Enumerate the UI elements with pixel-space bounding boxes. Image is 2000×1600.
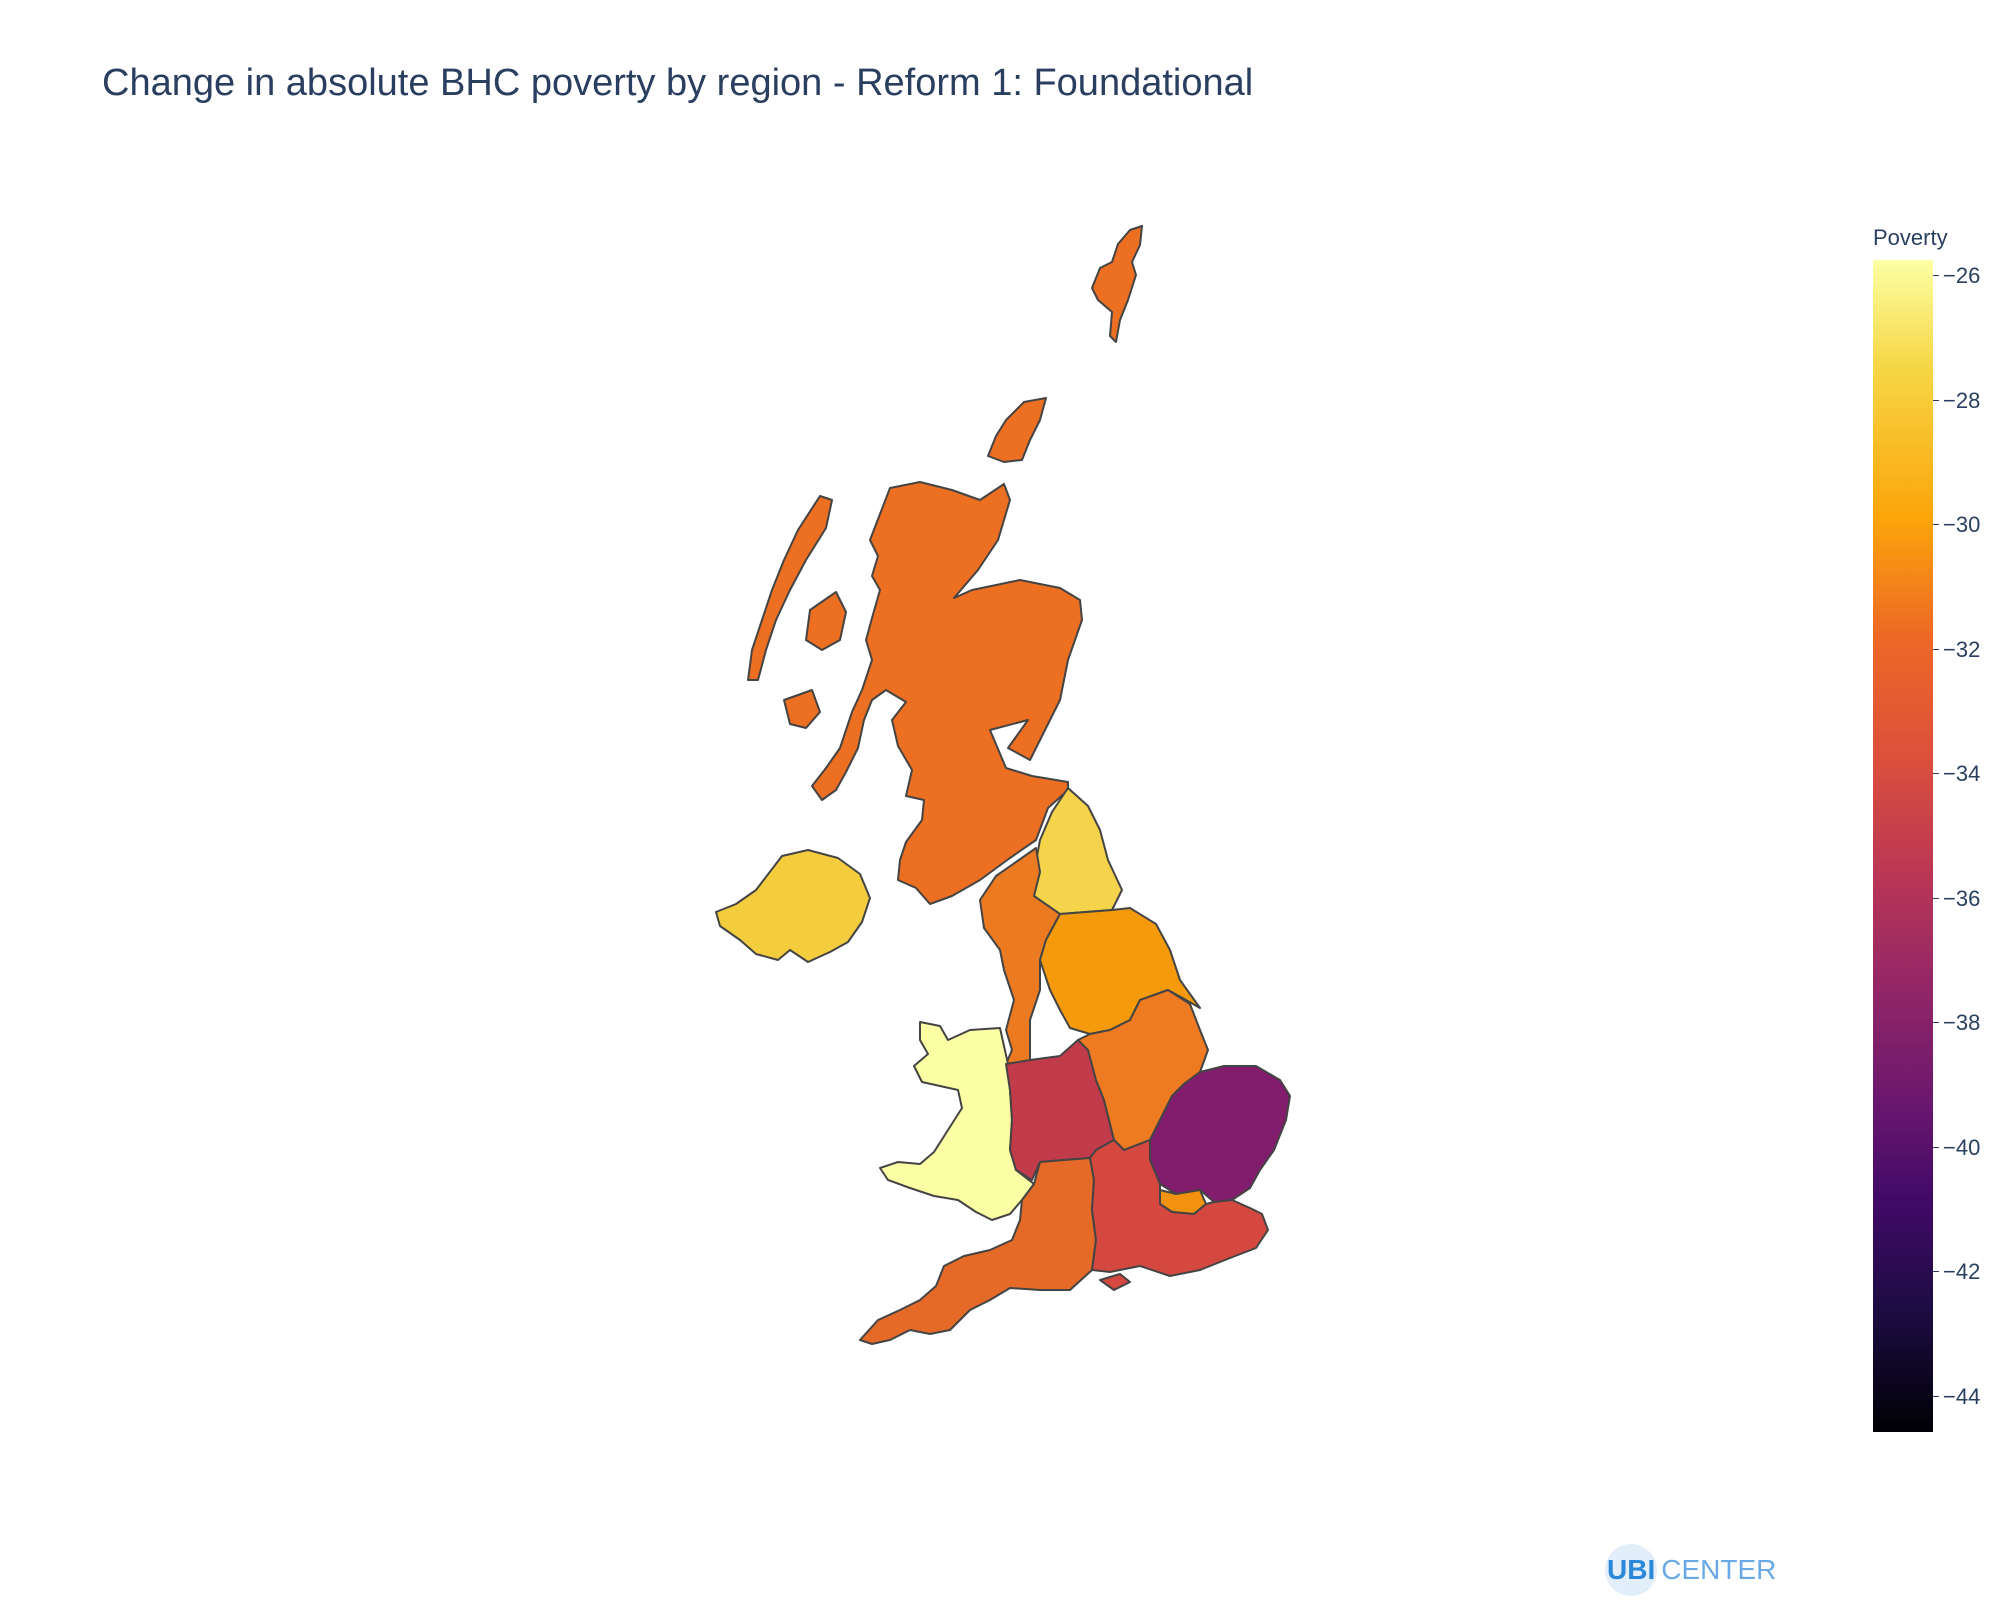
ubi-center-logo: UBI CENTER <box>1605 1542 1776 1598</box>
colorbar-tick-label: −32 <box>1933 638 1995 661</box>
logo-circle-icon <box>1605 1544 1657 1596</box>
region-scotland-shetland[interactable] <box>1091 225 1143 343</box>
colorbar-tick-label: −30 <box>1933 514 1995 536</box>
colorbar-tick-label: −42 <box>1933 1261 1995 1283</box>
region-south-east[interactable] <box>1089 1139 1269 1277</box>
region-south-east-isle-of-wight[interactable] <box>1099 1273 1131 1291</box>
colorbar <box>1873 260 1933 1432</box>
colorbar-tick-label: −26 <box>1933 265 1995 287</box>
colorbar-tick-label: −38 <box>1933 1012 1995 1034</box>
colorbar-title: Poverty <box>1873 225 1948 250</box>
colorbar-tick-label: −36 <box>1933 887 1995 910</box>
region-scotland-orkney[interactable] <box>987 397 1047 463</box>
logo-text-ubi: UBI <box>1607 1554 1656 1585</box>
region-scotland-mull[interactable] <box>783 689 821 729</box>
colorbar-tick-label: −40 <box>1933 1136 1995 1159</box>
region-scotland-hebrides[interactable] <box>747 495 833 681</box>
colorbar-tick-label: −44 <box>1933 1385 1995 1408</box>
chart-title: Change in absolute BHC poverty by region… <box>102 62 1254 104</box>
colorbar-tick-label: −34 <box>1933 763 1995 785</box>
logo-text-center: CENTER <box>1661 1554 1777 1585</box>
region-northern-ireland[interactable] <box>715 849 871 963</box>
colorbar-tick-label: −28 <box>1933 389 1995 412</box>
region-scotland[interactable] <box>811 481 1083 905</box>
region-scotland-skye[interactable] <box>805 591 847 651</box>
